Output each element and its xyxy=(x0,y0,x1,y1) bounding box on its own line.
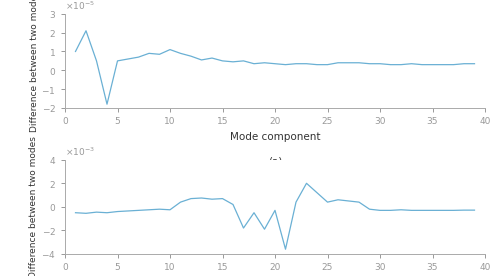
Y-axis label: Difference between two modes: Difference between two modes xyxy=(30,136,38,276)
Text: (a): (a) xyxy=(268,157,282,167)
Y-axis label: Difference between two modes: Difference between two modes xyxy=(30,0,38,132)
X-axis label: Mode component: Mode component xyxy=(230,132,320,142)
